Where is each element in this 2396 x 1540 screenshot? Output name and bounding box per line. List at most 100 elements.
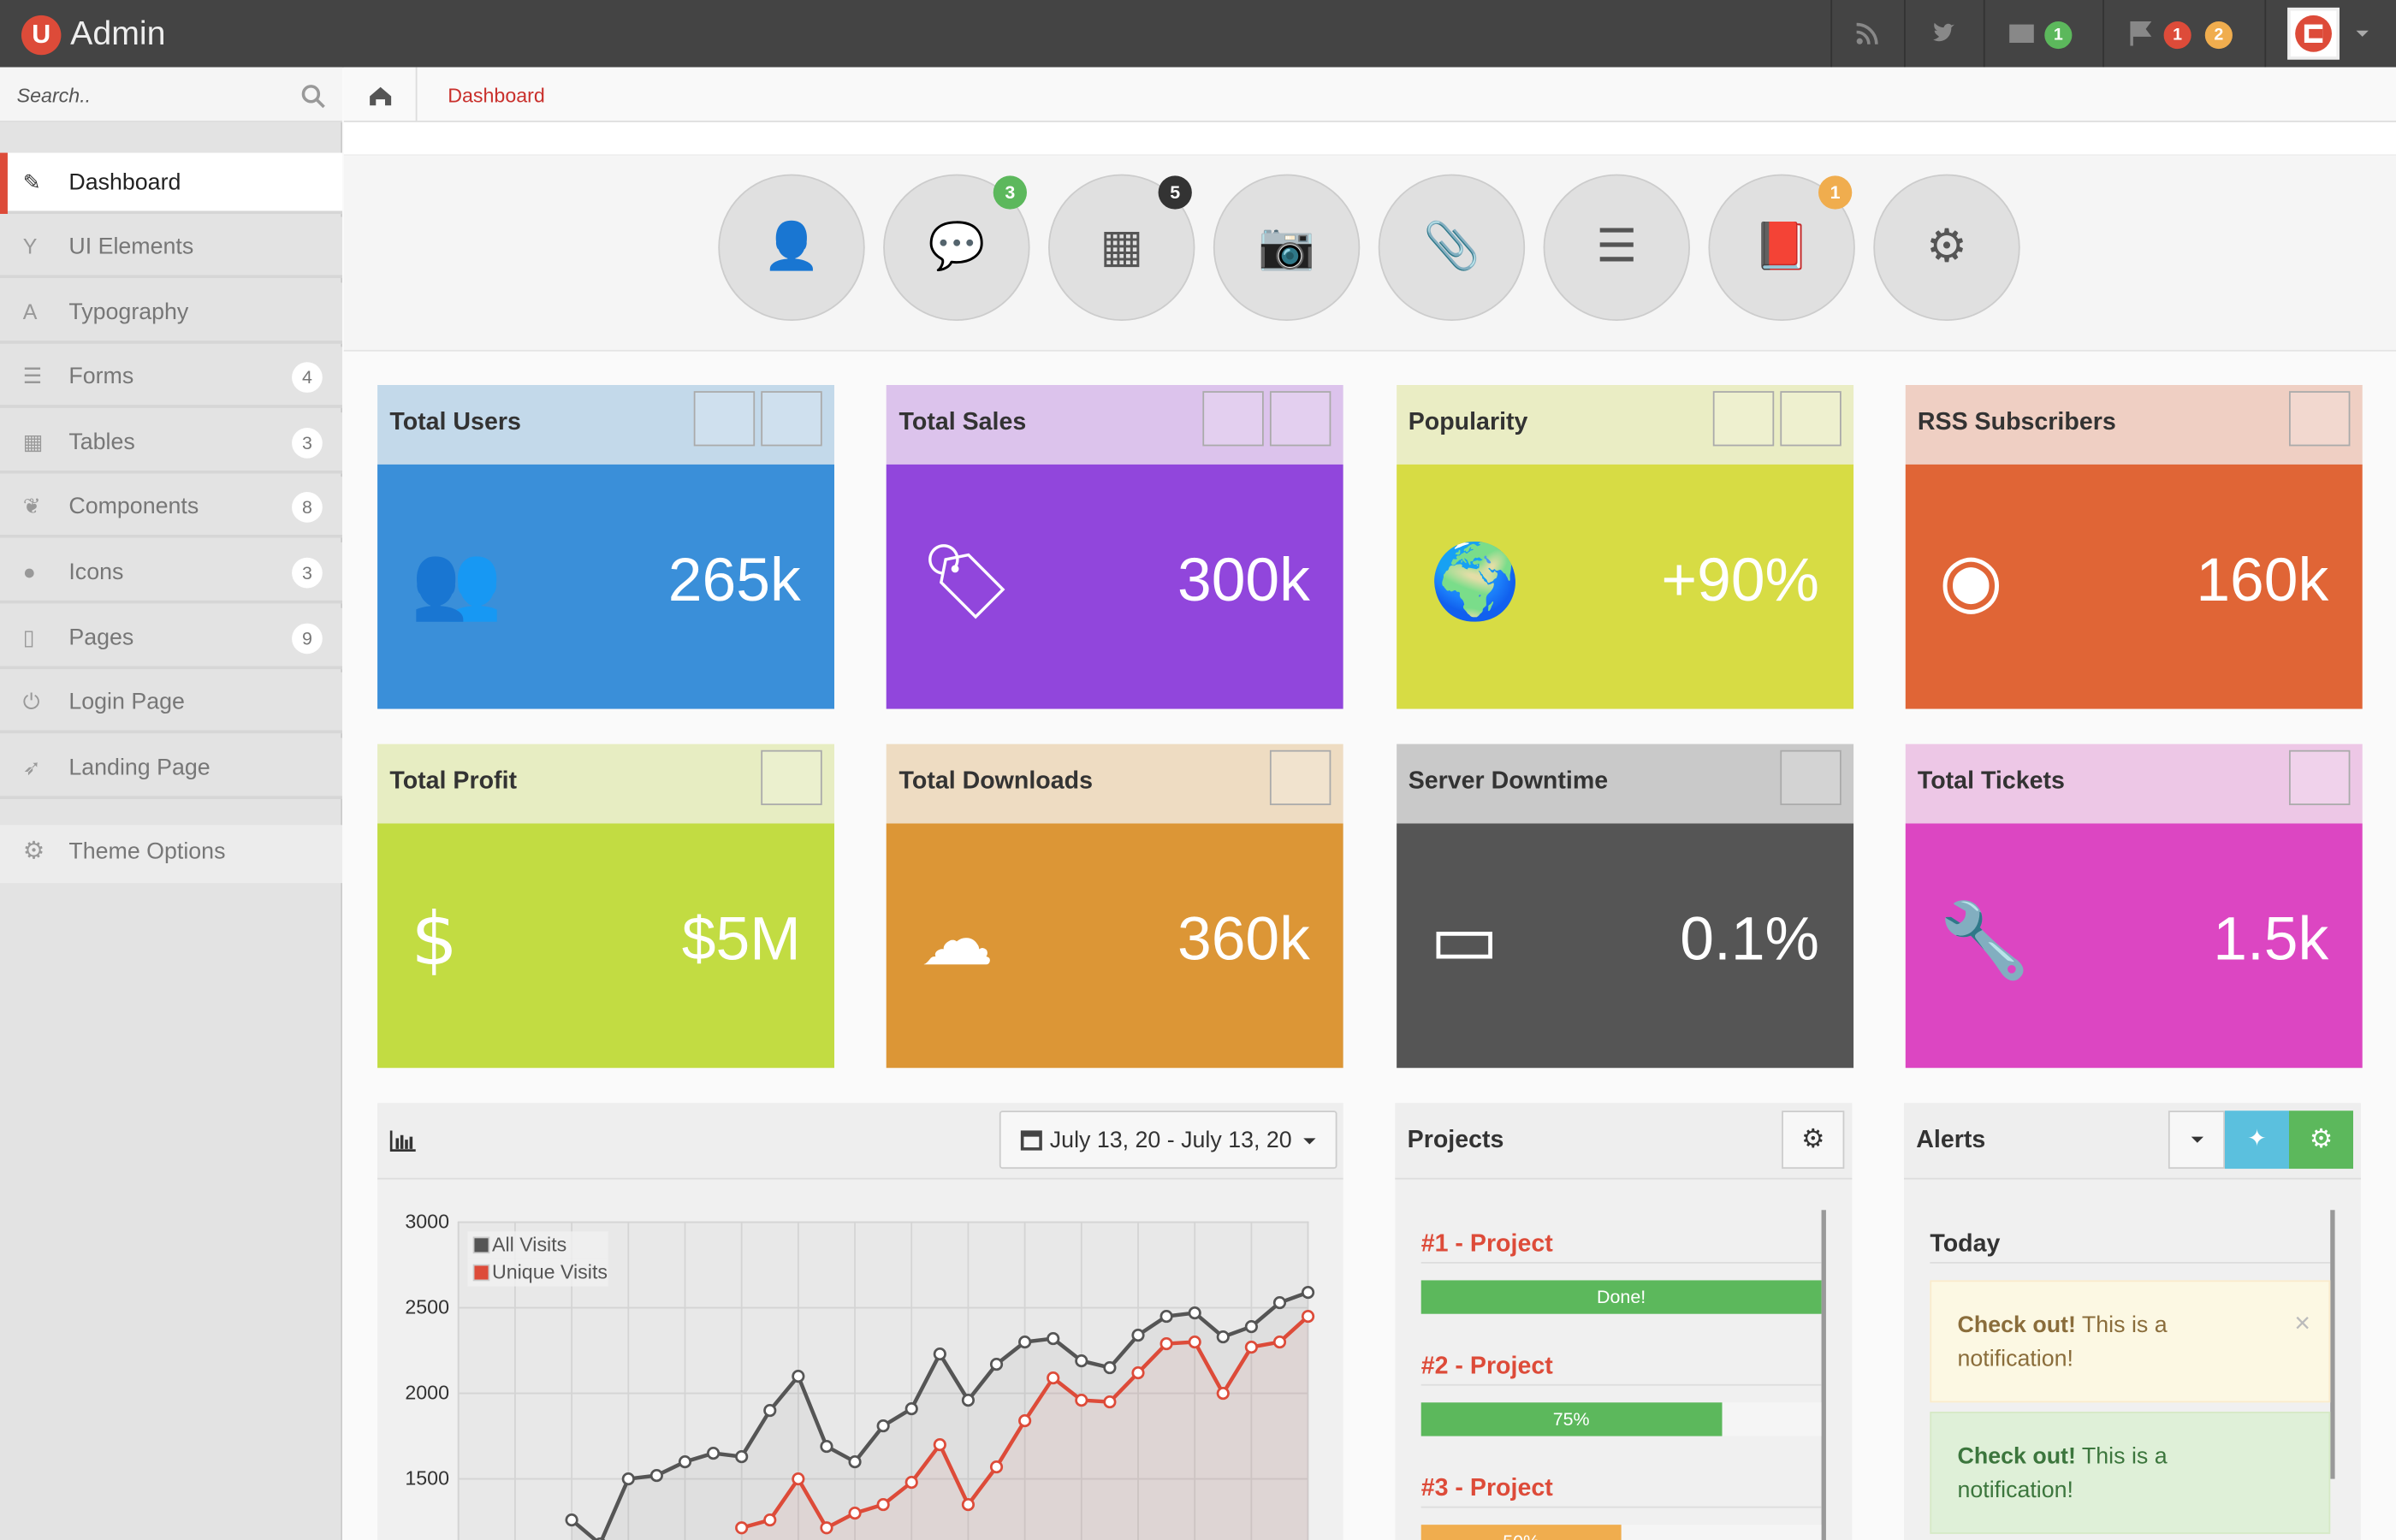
data-point (1075, 1393, 1088, 1407)
project-name[interactable]: #2 - Project (1420, 1353, 1553, 1380)
mail-button[interactable] (2009, 24, 2034, 43)
date-range-picker[interactable]: July 13, 20 - July 13, 20 (999, 1111, 1337, 1170)
data-point (763, 1513, 777, 1527)
menu-item[interactable]: ➶ Landing Page (0, 737, 342, 799)
dropdown-button[interactable] (2168, 1111, 2225, 1170)
menu-item[interactable]: ● Icons 3 (0, 542, 342, 604)
data-point (792, 1472, 805, 1486)
card-header: Total Users (377, 384, 834, 465)
menu-label: Forms (68, 364, 134, 390)
home-link[interactable] (344, 67, 418, 121)
search-box[interactable]: Search.. (0, 67, 342, 122)
separator (1983, 0, 1985, 68)
shortcut-badge: 5 (1158, 175, 1192, 210)
card-action[interactable] (761, 391, 822, 447)
shortcut-button[interactable]: ▦ (1047, 174, 1195, 321)
data-point (621, 1472, 635, 1486)
data-point (678, 1454, 692, 1469)
menu-item[interactable]: ⏻ Login Page (0, 672, 342, 734)
card-body: ☁ 360k (887, 823, 1344, 1069)
shortcut-button[interactable]: ☰ (1543, 174, 1690, 321)
menu-icon: ☰ (22, 364, 43, 388)
data-point (904, 1401, 918, 1416)
legend-label: Unique Visits (492, 1261, 608, 1283)
twitter-button[interactable]: ✦ (2224, 1111, 2289, 1170)
search-placeholder: Search.. (16, 84, 92, 107)
menu-icon: ▯ (22, 624, 35, 649)
card-action[interactable] (2288, 391, 2351, 447)
shortcut-button[interactable]: 👤 (718, 174, 865, 321)
data-point (848, 1454, 862, 1469)
shortcut-button[interactable]: ⚙ (1873, 174, 2020, 321)
panel-title: Alerts (1916, 1127, 1986, 1154)
card-header: Total Sales (887, 384, 1344, 465)
data-point (1018, 1335, 1032, 1349)
card-body: 🌍 +90% (1396, 464, 1853, 709)
card-title: RSS Subscribers (1917, 409, 2116, 435)
legend-bg (467, 1231, 608, 1259)
card-action[interactable] (761, 749, 822, 806)
divider (1420, 1383, 1822, 1386)
menu-item[interactable]: ☰ Forms 4 (0, 346, 342, 409)
chart-panel: July 13, 20 - July 13, 20 10001500200025… (377, 1103, 1343, 1540)
menu-item[interactable]: Y UI Elements (0, 216, 342, 278)
progress-bar: 75% (1420, 1402, 1722, 1436)
card-action[interactable] (1202, 391, 1265, 447)
legend-bg (467, 1259, 608, 1287)
card-value: 0.1% (1680, 905, 1820, 974)
menu-label: Icons (68, 559, 124, 585)
data-point (933, 1437, 946, 1452)
card-action[interactable] (1779, 749, 1841, 806)
data-point (961, 1497, 976, 1512)
settings-button[interactable]: ⚙ (1782, 1111, 1845, 1170)
data-point (1103, 1395, 1117, 1409)
spacer (343, 121, 2396, 157)
flag-button[interactable] (2130, 21, 2152, 46)
shortcut-button[interactable]: 📷 (1213, 174, 1361, 321)
menu-label: Login Page (68, 689, 185, 716)
menu-item[interactable]: ❦ Components 8 (0, 477, 342, 539)
stat-card: Total Profit $ $5M (377, 743, 834, 1069)
card-action[interactable] (2288, 749, 2351, 806)
theme-options[interactable]: ⚙ Theme Options (0, 825, 342, 884)
card-action[interactable] (1712, 391, 1774, 447)
project-name[interactable]: #1 - Project (1420, 1231, 1553, 1258)
project-name[interactable]: #3 - Project (1420, 1475, 1553, 1502)
data-point (1216, 1386, 1230, 1401)
sidebar: Search.. ⚙ Theme Options ✎ Dashboard Y UI E… (0, 67, 342, 1540)
twitter-button[interactable] (1931, 21, 1956, 46)
card-action[interactable] (1270, 749, 1331, 806)
search-icon[interactable] (301, 84, 326, 109)
settings-button[interactable]: ⚙ (2288, 1111, 2353, 1170)
card-body: ◉ 160k (1905, 464, 2363, 709)
menu-badge: 9 (292, 622, 323, 654)
menu-icon: Y (22, 234, 38, 258)
card-action[interactable] (1779, 391, 1841, 447)
menu-item[interactable]: ✎ Dashboard (0, 152, 342, 214)
data-point (989, 1357, 1004, 1371)
menu-item[interactable]: ▯ Pages 9 (0, 607, 342, 669)
separator (2264, 0, 2267, 68)
data-point (1159, 1309, 1173, 1324)
breadcrumb-current[interactable]: Dashboard (448, 84, 545, 107)
brand-name[interactable]: Admin (70, 14, 166, 52)
brand-logo[interactable]: U (21, 15, 62, 56)
user-avatar[interactable] (2287, 7, 2340, 60)
menu-item[interactable]: A Typography (0, 281, 342, 344)
close-button[interactable]: × (2294, 1307, 2310, 1339)
gear-icon: ⚙ (22, 838, 45, 865)
card-body: $ $5M (377, 823, 834, 1069)
card-action[interactable] (693, 391, 756, 447)
user-caret[interactable] (2356, 30, 2369, 43)
active-marker (0, 152, 8, 214)
rss-button[interactable] (1855, 21, 1880, 46)
stat-card: Total Sales 🏷 300k (887, 384, 1344, 709)
card-action[interactable] (1270, 391, 1331, 447)
card-body: 👥 265k (377, 464, 834, 709)
menu-item[interactable]: ▦ Tables 3 (0, 412, 342, 474)
card-body: 🏷 300k (887, 464, 1344, 709)
menu-label: Pages (68, 624, 134, 650)
shortcut-button[interactable]: 📎 (1378, 174, 1526, 321)
card-title: Server Downtime (1408, 768, 1609, 795)
